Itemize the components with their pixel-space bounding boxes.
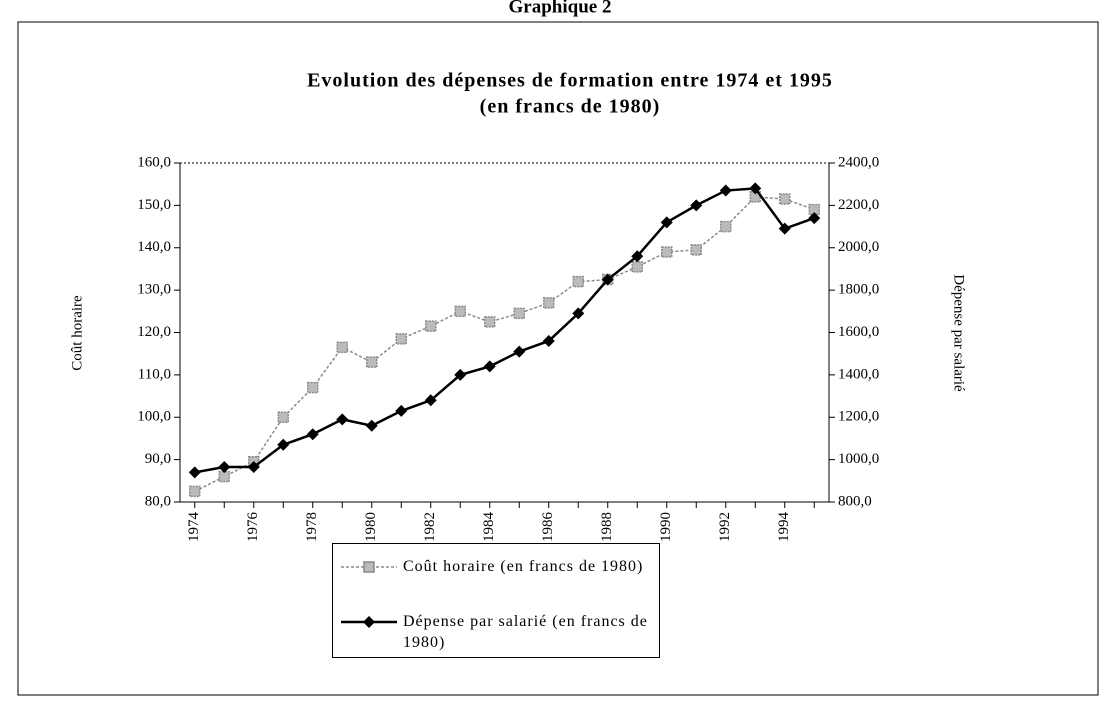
- series-marker: [454, 368, 467, 381]
- series-marker: [307, 381, 319, 394]
- series-marker: [572, 275, 584, 288]
- y-tick-label: 80,0: [145, 493, 171, 509]
- legend-label: Coût horaire (en francs de 1980): [403, 558, 644, 575]
- x-tick-label: 1974: [186, 512, 202, 543]
- legend-marker: [363, 561, 375, 573]
- y2-tick-label: 1200,0: [838, 409, 879, 425]
- series-marker: [484, 316, 496, 328]
- series-marker: [218, 470, 230, 483]
- x-tick-label: 1976: [245, 512, 261, 543]
- series-marker: [719, 184, 732, 197]
- series-marker: [749, 182, 762, 195]
- series-marker: [661, 246, 673, 258]
- y-tick-label: 150,0: [137, 197, 171, 213]
- series-marker: [395, 333, 407, 345]
- y-tick-label: 120,0: [137, 324, 171, 340]
- x-tick-label: 1992: [717, 512, 733, 542]
- series-marker: [424, 394, 437, 407]
- legend-swatch: [341, 616, 397, 628]
- series-marker: [454, 305, 466, 318]
- x-tick-label: 1986: [540, 512, 556, 543]
- y-tick-label: 130,0: [137, 282, 171, 298]
- series-marker: [483, 360, 496, 373]
- series-marker: [572, 307, 585, 320]
- series-marker: [779, 193, 791, 205]
- legend-marker: [363, 616, 375, 628]
- y2-tick-label: 2400,0: [838, 154, 879, 170]
- legend-label: Dépense par salarié (en francs de 1980): [403, 613, 648, 651]
- x-tick-label: 1984: [481, 512, 497, 543]
- series-marker: [336, 341, 348, 354]
- x-tick-label: 1988: [599, 512, 615, 542]
- series-marker: [336, 413, 349, 426]
- series-marker: [660, 216, 673, 229]
- series-line: [194, 187, 815, 474]
- x-tick-label: 1980: [363, 512, 379, 542]
- chart-title: Evolution des dépenses de formation entr…: [307, 70, 833, 92]
- series-marker: [218, 461, 231, 474]
- y2-tick-label: 2200,0: [838, 197, 879, 213]
- legend: Coût horaire (en francs de 1980) Dépense …: [332, 543, 660, 658]
- series-marker: [277, 411, 289, 423]
- series-line: [194, 196, 815, 493]
- series-marker: [808, 212, 821, 225]
- series-marker: [365, 419, 378, 432]
- series-marker: [395, 404, 408, 417]
- y2-tick-label: 1600,0: [838, 324, 879, 340]
- series-marker: [513, 345, 526, 358]
- y-tick-label: 110,0: [138, 366, 171, 382]
- y-tick-label: 140,0: [137, 239, 171, 255]
- series-marker: [690, 199, 703, 212]
- y2-tick-label: 1000,0: [838, 451, 879, 467]
- series-marker: [631, 261, 643, 273]
- series-marker: [188, 466, 201, 479]
- series-marker: [542, 334, 555, 347]
- y-tick-label: 90,0: [145, 451, 171, 467]
- y2-tick-label: 800,0: [838, 493, 872, 509]
- series-marker: [247, 461, 260, 474]
- series-marker: [425, 320, 437, 332]
- series-marker: [513, 307, 525, 320]
- x-tick-label: 1982: [422, 512, 438, 542]
- y2-axis-title: Dépense par salarié: [951, 274, 967, 392]
- chart-frame: [17, 21, 1099, 696]
- series-marker: [277, 438, 290, 451]
- y-tick-label: 160,0: [137, 154, 171, 170]
- y2-tick-label: 2000,0: [838, 239, 879, 255]
- series-marker: [778, 222, 791, 235]
- y-axis-title: Coût horaire: [69, 295, 85, 371]
- x-tick-label: 1994: [776, 512, 792, 543]
- header: Graphique 2: [509, 0, 612, 17]
- series-marker: [631, 250, 644, 263]
- x-tick-label: 1978: [304, 512, 320, 542]
- series-marker: [690, 244, 702, 256]
- y2-tick-label: 1800,0: [838, 282, 879, 298]
- y-tick-label: 100,0: [137, 409, 171, 425]
- y2-tick-label: 1400,0: [838, 366, 879, 382]
- series-marker: [189, 485, 201, 498]
- series-marker: [366, 356, 378, 368]
- legend-swatch: [341, 561, 397, 573]
- series-marker: [543, 297, 555, 309]
- series-marker: [720, 220, 732, 233]
- x-tick-label: 1990: [658, 512, 674, 542]
- series-marker: [306, 428, 319, 441]
- series-marker: [601, 273, 614, 286]
- chart-subtitle: (en francs de 1980): [480, 96, 661, 118]
